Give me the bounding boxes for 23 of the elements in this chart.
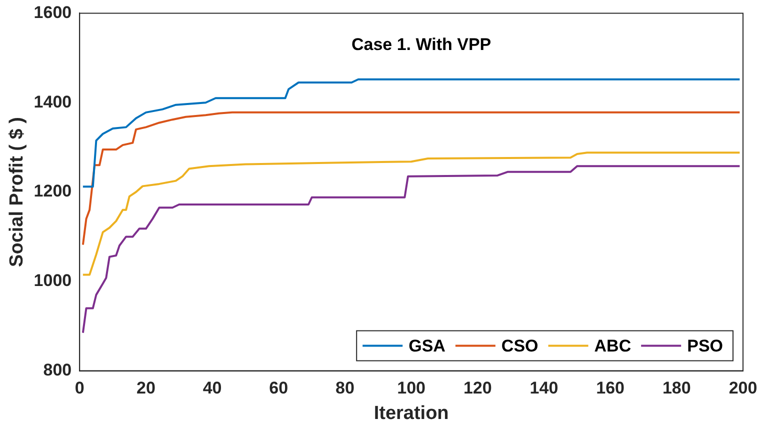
x-tick-label: 160 xyxy=(596,378,625,398)
x-tick-label: 140 xyxy=(530,378,558,398)
legend-label: GSA xyxy=(408,336,446,356)
y-tick-label: 1400 xyxy=(34,92,72,112)
y-tick-label: 1200 xyxy=(34,182,72,201)
text: Case 1. With VPP xyxy=(351,34,492,54)
y-tick-label: 1000 xyxy=(34,271,72,290)
x-tick-label: 40 xyxy=(202,378,222,398)
x-tick-label: 0 xyxy=(74,378,84,398)
y-tick-label: 1600 xyxy=(34,2,72,22)
x-tick-label: 80 xyxy=(336,378,354,398)
x-tick-label: 60 xyxy=(269,378,288,398)
x-tick-label: 120 xyxy=(463,378,492,398)
x-tick-label: 100 xyxy=(397,378,426,398)
y-tick-label: 800 xyxy=(43,360,72,380)
legend-label: ABC xyxy=(594,336,632,356)
x-tick-label: 20 xyxy=(136,378,156,398)
x-tick-label: 180 xyxy=(662,378,691,398)
legend-label: PSO xyxy=(687,336,724,356)
x-axis-title: Iteration xyxy=(374,402,449,424)
legend-label: CSO xyxy=(501,336,538,356)
x-tick-label: 200 xyxy=(728,378,758,398)
y-axis-title: Social Profit ( $ ) xyxy=(6,117,28,267)
